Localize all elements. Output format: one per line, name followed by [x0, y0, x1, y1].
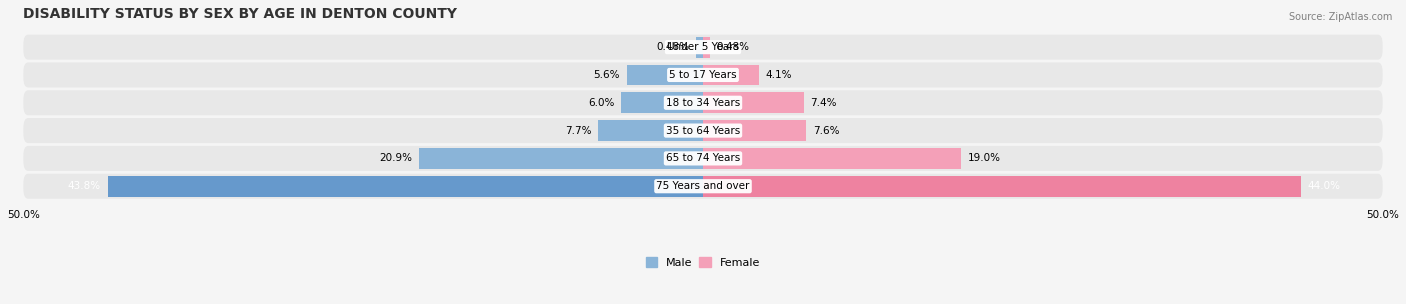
Bar [627, 64, 703, 85]
FancyBboxPatch shape [24, 62, 1382, 88]
Text: Source: ZipAtlas.com: Source: ZipAtlas.com [1288, 12, 1392, 22]
Text: 7.7%: 7.7% [565, 126, 592, 136]
Bar [703, 120, 806, 141]
Text: 20.9%: 20.9% [380, 154, 412, 164]
Bar [703, 176, 1301, 197]
Bar [703, 64, 759, 85]
Legend: Male, Female: Male, Female [641, 253, 765, 272]
Text: Under 5 Years: Under 5 Years [666, 42, 740, 52]
Text: 5 to 17 Years: 5 to 17 Years [669, 70, 737, 80]
Text: 4.1%: 4.1% [765, 70, 792, 80]
Bar [599, 120, 703, 141]
Text: 0.48%: 0.48% [716, 42, 749, 52]
Bar [419, 148, 703, 169]
FancyBboxPatch shape [24, 35, 1382, 60]
Text: 0.48%: 0.48% [657, 42, 690, 52]
FancyBboxPatch shape [24, 90, 1382, 115]
Bar [696, 37, 703, 57]
FancyBboxPatch shape [24, 146, 1382, 171]
Bar [703, 148, 962, 169]
Text: 35 to 64 Years: 35 to 64 Years [666, 126, 740, 136]
Text: 18 to 34 Years: 18 to 34 Years [666, 98, 740, 108]
Text: 44.0%: 44.0% [1308, 181, 1341, 191]
Text: 6.0%: 6.0% [588, 98, 614, 108]
Text: DISABILITY STATUS BY SEX BY AGE IN DENTON COUNTY: DISABILITY STATUS BY SEX BY AGE IN DENTO… [24, 7, 457, 21]
Bar [703, 92, 804, 113]
Bar [108, 176, 703, 197]
Text: 19.0%: 19.0% [969, 154, 1001, 164]
Text: 5.6%: 5.6% [593, 70, 620, 80]
Text: 7.6%: 7.6% [813, 126, 839, 136]
Bar [703, 37, 710, 57]
Text: 7.4%: 7.4% [810, 98, 837, 108]
FancyBboxPatch shape [24, 118, 1382, 143]
Text: 43.8%: 43.8% [67, 181, 101, 191]
Text: 65 to 74 Years: 65 to 74 Years [666, 154, 740, 164]
FancyBboxPatch shape [24, 174, 1382, 199]
Bar [621, 92, 703, 113]
Text: 75 Years and over: 75 Years and over [657, 181, 749, 191]
